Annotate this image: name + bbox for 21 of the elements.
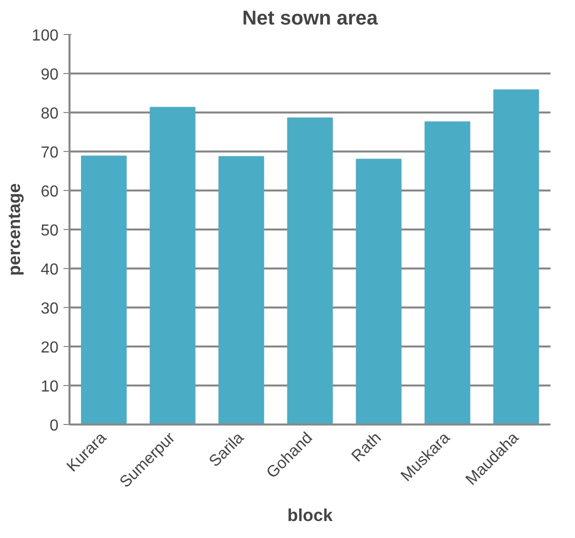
bar: [356, 158, 402, 424]
y-tick-label: 10: [40, 378, 59, 396]
y-tick-label: 60: [40, 184, 59, 200]
y-tick-label: 40: [40, 262, 59, 278]
x-axis-title: block: [287, 505, 333, 526]
bar: [81, 156, 127, 424]
y-tick-label: 30: [40, 300, 59, 318]
y-tick-label: 90: [40, 66, 59, 84]
y-tick-label: 0: [50, 418, 59, 434]
y-tick-label: 70: [40, 144, 59, 162]
y-axis-title: percentage: [4, 182, 24, 276]
y-tick-label: 80: [40, 106, 59, 122]
bar: [493, 89, 539, 424]
y-tick-label: 20: [40, 340, 59, 356]
bar: [218, 156, 264, 424]
chart-title: Net sown area: [242, 8, 379, 30]
bar: [287, 117, 333, 424]
y-tick-label: 100: [32, 28, 59, 44]
y-tick-label: 50: [40, 222, 59, 240]
bar: [424, 121, 470, 424]
bar: [150, 106, 196, 424]
